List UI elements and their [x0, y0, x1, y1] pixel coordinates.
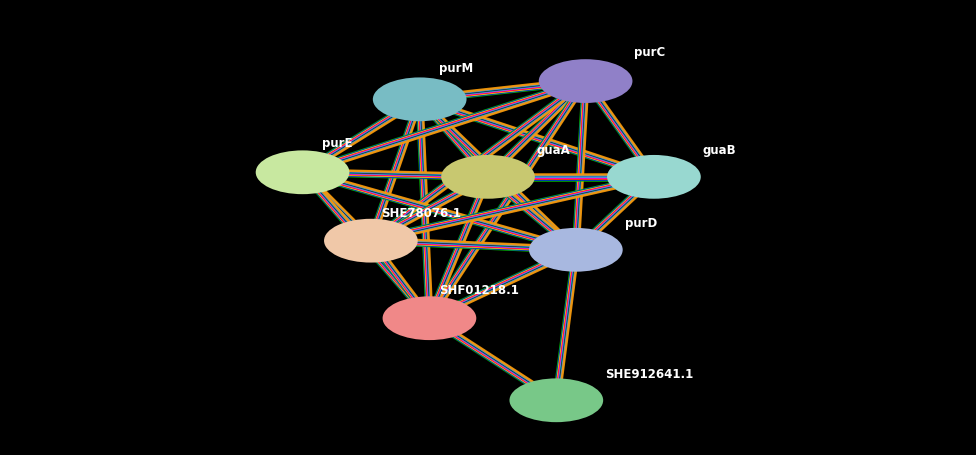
Circle shape — [529, 228, 623, 272]
Circle shape — [383, 297, 476, 340]
Text: SHE78076.1: SHE78076.1 — [381, 206, 461, 219]
Circle shape — [324, 219, 418, 263]
Text: purM: purM — [439, 62, 473, 75]
Text: guaA: guaA — [537, 144, 571, 157]
Circle shape — [607, 156, 701, 199]
Text: guaB: guaB — [703, 144, 736, 157]
Circle shape — [509, 379, 603, 422]
Text: purD: purD — [625, 217, 657, 230]
Circle shape — [441, 156, 535, 199]
Text: SHF01218.1: SHF01218.1 — [439, 283, 519, 297]
Text: SHE912641.1: SHE912641.1 — [605, 367, 693, 380]
Text: purE: purE — [322, 137, 352, 150]
Circle shape — [539, 60, 632, 104]
Circle shape — [256, 151, 349, 195]
Circle shape — [373, 78, 467, 122]
Text: purC: purC — [634, 46, 666, 59]
